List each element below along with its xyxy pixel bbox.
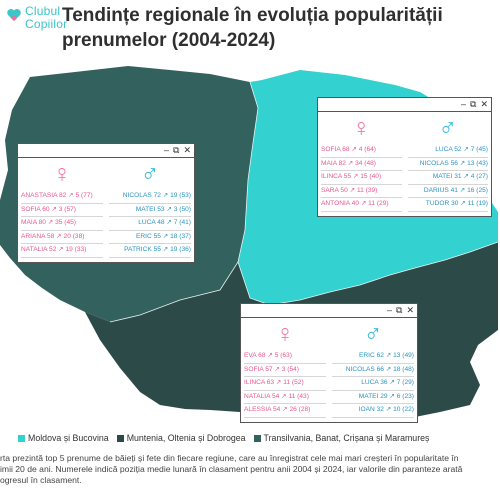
list-item: NICOLAS 56 ↗ 13 (43) [407,158,488,171]
list-item: ARIANA 58 ↗ 20 (38) [21,231,103,244]
close-icon[interactable]: ✕ [406,305,414,315]
list-item: NATALIA 54 ↗ 11 (43) [244,391,326,404]
list-item: ILINCA 63 ↗ 11 (52) [244,377,326,391]
minimize-icon[interactable]: – [461,99,467,109]
panel-muntenia: – ⧉ ✕ ♀ ♂ EVA 68 ↗ 5 (63) SOFIA 57 ↗ 3 (… [240,303,418,423]
logo: Clubul Copiilor [6,3,70,43]
copy-icon[interactable]: ⧉ [396,305,403,315]
list-item: MATEI 29 ↗ 6 (23) [332,391,414,404]
list-item: MAIA 80 ↗ 35 (45) [21,217,103,231]
logo-line-1: Clubul [25,4,61,18]
male-names-list: ERIC 62 ↗ 13 (49) NICOLAS 66 ↗ 18 (48) L… [329,350,417,418]
page-title: Tendințe regionale în evoluția popularit… [62,5,443,51]
legend-item-moldova: Moldova și Bucovina [18,433,109,443]
female-icon: ♀ [275,320,295,348]
female-names-list: EVA 68 ↗ 5 (63) SOFIA 57 ↗ 3 (54) ILINCA… [241,350,329,418]
footnote-line: rta prezintă top 5 prenume de băieți și … [0,453,459,463]
footnote-line: imii 20 de ani. Numerele indică poziția … [0,464,463,474]
minimize-icon[interactable]: – [164,145,170,155]
list-item: ERIC 55 ↗ 18 (37) [109,231,191,244]
list-item: SOFIA 60 ↗ 3 (57) [21,204,103,217]
legend-label: Moldova și Bucovina [28,433,109,443]
panel-titlebar: – ⧉ ✕ [18,144,194,158]
list-item: TUDOR 30 ↗ 11 (19) [407,198,488,212]
list-item: ANTONIA 40 ↗ 11 (29) [321,198,402,212]
list-item: IOAN 32 ↗ 10 (22) [332,404,414,418]
panel-titlebar: – ⧉ ✕ [318,98,491,112]
list-item: EVA 68 ↗ 5 (63) [244,350,326,364]
minimize-icon[interactable]: – [387,305,393,315]
legend-item-muntenia: Muntenia, Oltenia și Dobrogea [116,433,246,443]
list-item: DARIUS 41 ↗ 16 (25) [407,185,488,198]
list-item: LUCA 52 ↗ 7 (45) [407,144,488,158]
panel-titlebar: – ⧉ ✕ [241,304,417,318]
logo-line-2: Copiilor [25,17,68,31]
close-icon[interactable]: ✕ [183,145,191,155]
list-item: PATRICK 55 ↗ 19 (36) [109,244,191,258]
copy-icon[interactable]: ⧉ [173,145,180,155]
legend-label: Transilvania, Banat, Crișana și Maramure… [263,433,430,443]
list-item: NICOLAS 66 ↗ 18 (48) [332,364,414,377]
legend-swatch [116,434,124,442]
logo-text: Clubul Copiilor [25,5,67,31]
female-icon: ♀ [52,160,72,188]
heart-logo-icon [7,9,21,21]
list-item: NATALIA 52 ↗ 19 (33) [21,244,103,258]
panel-moldova: – ⧉ ✕ ♀ ♂ SOFIA 68 ↗ 4 (64) MAIA 82 ↗ 34… [317,97,492,217]
legend-swatch [253,434,261,442]
footnote-line: ogresul în clasament. [0,475,82,485]
male-icon: ♂ [140,160,160,188]
panel-transilvania: – ⧉ ✕ ♀ ♂ ANASTASIA 82 ↗ 5 (77) SOFIA 60… [17,143,195,263]
legend-item-transilvania: Transilvania, Banat, Crișana și Maramure… [253,433,430,443]
list-item: ALESSIA 54 ↗ 26 (28) [244,404,326,418]
list-item: ANASTASIA 82 ↗ 5 (77) [21,190,103,204]
list-item: ERIC 62 ↗ 13 (49) [332,350,414,364]
legend-swatch [18,434,25,442]
male-icon: ♂ [363,320,383,348]
list-item: LUCA 48 ↗ 7 (41) [109,217,191,231]
list-item: LUCA 36 ↗ 7 (29) [332,377,414,391]
male-names-list: LUCA 52 ↗ 7 (45) NICOLAS 56 ↗ 13 (43) MA… [405,144,492,212]
legend: Moldova și Bucovina Muntenia, Oltenia și… [18,433,437,443]
male-icon: ♂ [438,114,458,142]
legend-label: Muntenia, Oltenia și Dobrogea [126,433,246,443]
female-names-list: ANASTASIA 82 ↗ 5 (77) SOFIA 60 ↗ 3 (57) … [18,190,106,258]
list-item: SARA 50 ↗ 11 (39) [321,185,402,198]
close-icon[interactable]: ✕ [480,99,488,109]
list-item: NICOLAS 72 ↗ 19 (53) [109,190,191,204]
copy-icon[interactable]: ⧉ [470,99,477,109]
list-item: SOFIA 57 ↗ 3 (54) [244,364,326,377]
list-item: SOFIA 68 ↗ 4 (64) [321,144,402,158]
male-names-list: NICOLAS 72 ↗ 19 (53) MATEI 53 ↗ 3 (50) L… [106,190,194,258]
region-border [109,81,499,323]
female-names-list: SOFIA 68 ↗ 4 (64) MAIA 82 ↗ 34 (48) ILIN… [318,144,405,212]
list-item: MATEI 31 ↗ 4 (27) [407,171,488,185]
list-item: MATEI 53 ↗ 3 (50) [109,204,191,217]
footnote: rta prezintă top 5 prenume de băieți și … [0,453,500,486]
list-item: ILINCA 55 ↗ 15 (40) [321,171,402,185]
female-icon: ♀ [351,114,371,142]
list-item: MAIA 82 ↗ 34 (48) [321,158,402,171]
